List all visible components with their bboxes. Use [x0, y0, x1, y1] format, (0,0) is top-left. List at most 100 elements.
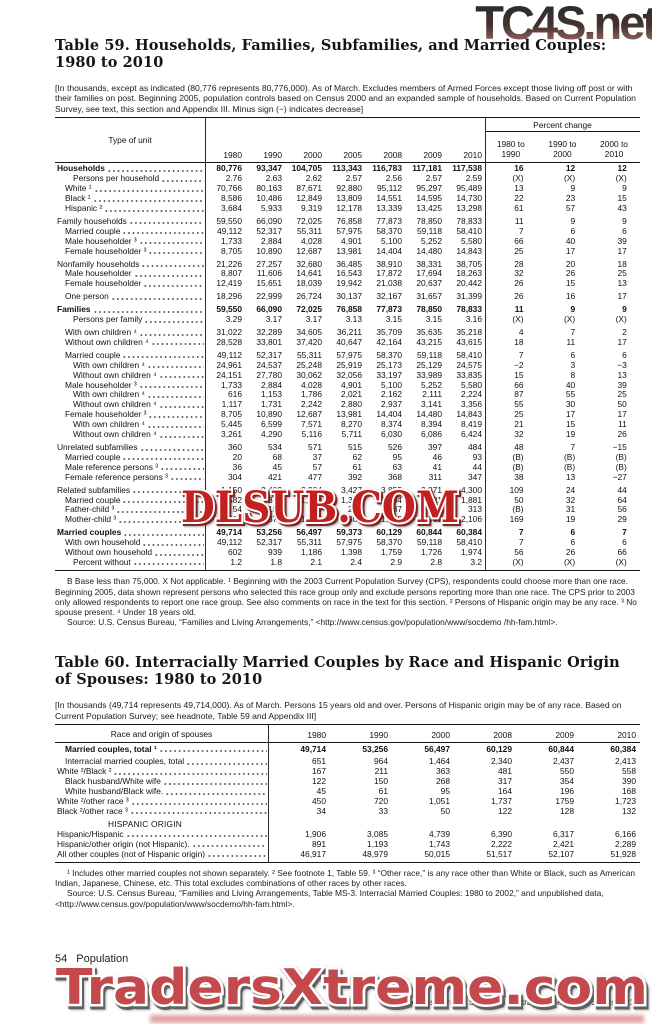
row-label: Married couple: [55, 226, 205, 237]
value-cell: 32,680: [296, 258, 322, 269]
watermark-tradersxtreme: TradersXtreme.com: [54, 957, 651, 1019]
dot-leader: [143, 279, 204, 290]
pct-change-cell: 25: [617, 268, 627, 279]
value-cell: 63: [392, 461, 402, 472]
value-cell: 196: [560, 786, 574, 797]
value-cell: 3.15: [425, 314, 442, 325]
pct-change-cell: 9: [570, 215, 576, 226]
value-cell: 49,112: [217, 349, 242, 360]
watermark-tc4s: TC4S.net: [475, 0, 652, 50]
table-row: White ¹ 70,766 80,163 87,671 92,880 95,112 95,…: [55, 183, 640, 195]
pct-change-cell: (B): [512, 451, 524, 462]
value-cell: 13,339: [376, 203, 402, 214]
dot-leader: [139, 328, 204, 338]
dot-leader: [154, 548, 204, 558]
value-cell: 16,543: [336, 268, 362, 279]
value-cell: 1,636: [301, 514, 322, 525]
value-cell: 10,890: [256, 409, 282, 420]
dot-leader: [122, 495, 204, 506]
table60-source: Source: U.S. Census Bureau, “Families an…: [55, 888, 604, 909]
value-cell: 167: [312, 766, 326, 777]
table59-headnote: [In thousands, except as indicated (80,7…: [55, 83, 636, 114]
table60-footnote: ¹ Includes other married couples not sho…: [55, 867, 636, 889]
value-cell: 515: [348, 441, 362, 452]
pct-change-cell: (X): [564, 173, 576, 184]
value-cell: 35,709: [376, 327, 402, 338]
row-label: Male reference persons ³: [55, 462, 205, 473]
value-cell: 33,801: [256, 336, 282, 347]
pct-change-cell: 13: [565, 471, 576, 482]
pct-change-cell: 20: [565, 258, 576, 269]
watermark-dlsub: DLSUB.COM: [179, 481, 461, 535]
table60-title-line2: of Spouses: 1980 to 2010: [55, 671, 263, 689]
value-cell: 58,370: [376, 537, 402, 548]
table60: Race and origin of spouses 1980 1990 200…: [55, 724, 640, 863]
value-cell: 60,844: [416, 527, 442, 538]
col-header-2005: 2005: [343, 149, 362, 160]
value-cell: 2,021: [341, 389, 362, 400]
pct-change-cell: 30: [565, 399, 576, 410]
value-cell: 211: [374, 766, 388, 777]
value-cell: 3,971: [421, 484, 442, 495]
pct-change-cell: 21: [514, 419, 524, 430]
table-row: Related subfamilies 1,150 2,403 2,984 3,427 3…: [55, 484, 640, 496]
pct-change-cell: 169: [509, 514, 524, 525]
value-cell: 153: [268, 504, 282, 515]
pct-change-cell: 40: [565, 379, 576, 390]
value-cell: 5,100: [381, 235, 402, 246]
value-cell: 347: [468, 471, 482, 482]
row-label-text: Percent without: [73, 557, 131, 567]
pct-change-cell: 61: [514, 203, 524, 214]
value-cell: 2,162: [381, 389, 402, 400]
pct-change-cell: 23: [565, 193, 576, 204]
pct-change-cell: 6: [622, 225, 627, 236]
dot-leader: [122, 452, 204, 463]
table59-vertical-rule-2: [485, 117, 486, 571]
value-cell: 390: [622, 776, 636, 787]
pct-change-cell: 17: [617, 409, 627, 420]
table-row: Nonfamily households 21,226 27,257 32,680 36…: [55, 258, 640, 270]
table-row: Married couple 20 68 37 62 95 46 93 (B) (B) (B): [55, 451, 640, 463]
value-cell: 1,743: [429, 838, 450, 849]
table-row: Married couples, total ¹ 49,714 53,256 56,4…: [55, 744, 640, 755]
row-label-text: Black ²/other race ³: [57, 806, 128, 816]
value-cell: 41: [432, 461, 442, 472]
value-cell: 6,599: [261, 419, 282, 430]
table-row: Male reference persons ³ 36 45 57 61 63 41 44 (B…: [55, 461, 640, 473]
row-label: White ²/Black ²: [55, 767, 268, 778]
pct-change-cell: 8: [570, 369, 576, 380]
pct-change-cell: 40: [565, 235, 576, 246]
col-header-1990: 1990: [263, 149, 282, 160]
row-label-text: Nonfamily households: [57, 259, 140, 269]
row-label: Family households: [55, 216, 205, 227]
pct-change-cell: 87: [514, 389, 524, 400]
pct-change-cell: 13: [617, 278, 627, 289]
value-cell: 4,901: [341, 379, 362, 390]
row-label: Black husband/White wife: [55, 777, 268, 788]
row-label: Households: [55, 164, 205, 175]
value-cell: 2,437: [553, 756, 574, 767]
pct-change-cell: 25: [514, 409, 524, 420]
value-cell: 38,910: [376, 258, 402, 269]
row-label-text: One person: [65, 292, 109, 302]
pct-change-cell: 7: [518, 225, 524, 236]
value-cell: 550: [560, 766, 574, 777]
value-cell: 68: [272, 451, 282, 462]
value-cell: 421: [268, 471, 282, 482]
value-cell: 1,464: [429, 756, 450, 767]
value-cell: 31,399: [456, 291, 482, 302]
row-label-text: With own children ⁴: [73, 390, 146, 400]
dot-leader: [150, 337, 204, 348]
table-row: Interracial married couples, total 651 964…: [55, 756, 640, 768]
row-label-text: Interracial married couples, total: [65, 757, 185, 767]
table60-headnote: [In thousands (49,714 represents 49,714,…: [55, 700, 622, 721]
value-cell: 50,015: [424, 848, 450, 859]
row-label-text: Male householder ³: [65, 236, 137, 246]
row-label-text: Persons per household: [73, 174, 160, 184]
pct-change-cell: −27: [612, 471, 627, 482]
row-label: Hispanic/other origin (not Hispanic).: [55, 839, 268, 850]
value-cell: 2.1: [310, 556, 322, 567]
value-cell: 2.56: [385, 173, 402, 184]
value-cell: 8,419: [461, 419, 482, 430]
